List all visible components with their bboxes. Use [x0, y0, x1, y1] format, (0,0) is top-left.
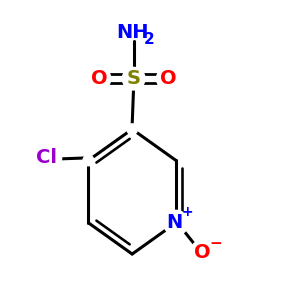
Circle shape: [83, 155, 94, 166]
Circle shape: [190, 240, 215, 265]
Circle shape: [32, 142, 62, 172]
Text: N: N: [166, 213, 183, 232]
Text: Cl: Cl: [36, 148, 57, 167]
Text: +: +: [182, 205, 193, 218]
Text: O: O: [91, 69, 108, 88]
Circle shape: [127, 124, 137, 134]
Text: 2: 2: [144, 32, 154, 46]
Circle shape: [157, 68, 179, 90]
Text: O: O: [194, 243, 211, 262]
Text: NH: NH: [116, 23, 148, 42]
Circle shape: [164, 210, 188, 235]
Circle shape: [122, 68, 145, 90]
Circle shape: [88, 68, 111, 90]
Text: S: S: [127, 69, 141, 88]
Text: O: O: [160, 69, 176, 88]
Text: −: −: [210, 236, 222, 251]
